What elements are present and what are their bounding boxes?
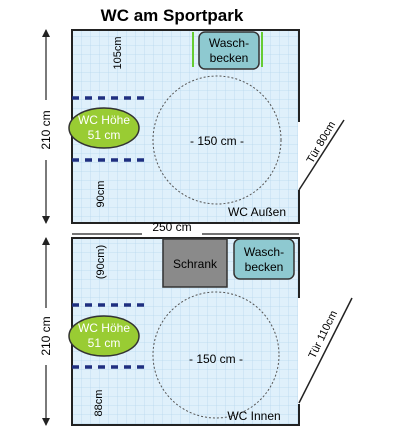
room-wc-aussen: Wasch- becken WC Höhe 51 cm - 150 cm - 1…	[68, 29, 345, 224]
toilet-label-line1: WC Höhe	[78, 321, 130, 335]
width-label: 250 cm	[152, 220, 191, 234]
toilet-label-line2: 51 cm	[88, 128, 121, 142]
turning-circle	[152, 75, 282, 205]
toilet-label-line1: WC Höhe	[78, 113, 130, 127]
arrow-down-icon	[42, 216, 50, 224]
page-title: WC am Sportpark	[101, 6, 244, 25]
turning-circle-label: - 150 cm -	[189, 352, 243, 366]
width-dimension: 250 cm	[72, 220, 299, 235]
arrow-up-icon	[42, 29, 50, 37]
dim-top-label: (90cm)	[95, 245, 107, 279]
door-opening	[298, 298, 302, 404]
sink-label-line2: becken	[245, 260, 284, 274]
dim-bottom-label: 90cm	[95, 181, 107, 208]
room-name: WC Außen	[228, 205, 286, 219]
cabinet-label: Schrank	[173, 257, 218, 271]
arrow-down-icon	[42, 418, 50, 426]
sink-label-line1: Wasch-	[209, 36, 249, 50]
door-label: Tür 80cm	[305, 119, 339, 165]
sink-label-line2: becken	[210, 51, 249, 65]
door-leaf	[298, 297, 353, 404]
dim-top-label: 105cm	[112, 36, 124, 69]
sink-label-line1: Wasch-	[244, 245, 284, 259]
door-opening	[298, 122, 302, 190]
height-label: 210 cm	[39, 110, 53, 149]
arrow-up-icon	[42, 237, 50, 245]
room-wc-innen: Schrank Wasch- becken WC Höhe 51 cm - 15…	[68, 237, 353, 426]
height-dimension-bottom: 210 cm	[39, 237, 53, 426]
room-name: WC Innen	[227, 409, 280, 423]
dim-bottom-label: 88cm	[93, 390, 105, 417]
door-label: Tür 110cm	[307, 309, 340, 361]
height-dimension-top: 210 cm	[39, 29, 53, 224]
toilet-label-line2: 51 cm	[88, 336, 121, 350]
turning-circle-label: - 150 cm -	[190, 134, 244, 148]
turning-circle	[152, 291, 280, 419]
door-leaf	[298, 119, 345, 191]
sink	[198, 31, 260, 70]
height-label: 210 cm	[39, 316, 53, 355]
sink	[233, 238, 295, 280]
toilet	[68, 315, 140, 357]
toilet	[68, 107, 140, 149]
cabinet	[162, 238, 228, 288]
